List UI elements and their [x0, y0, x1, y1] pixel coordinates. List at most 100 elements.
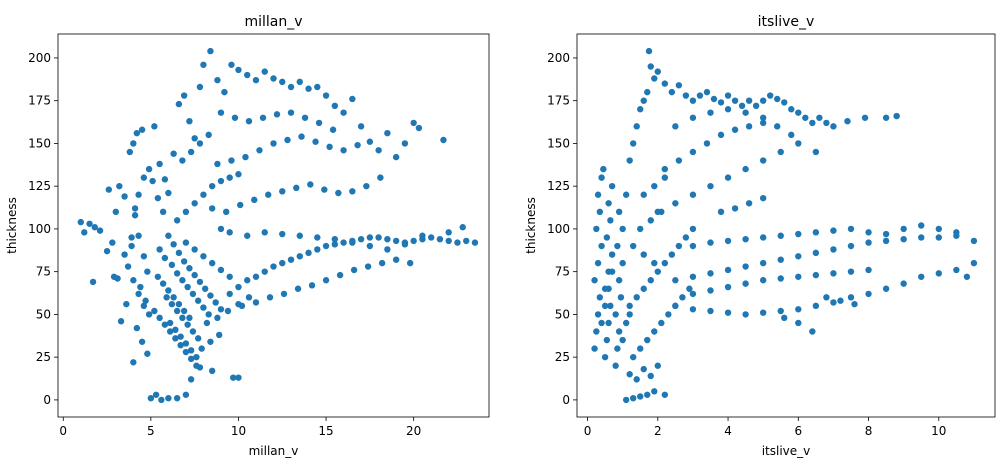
scatter-point [882, 114, 890, 121]
scatter-point [795, 273, 802, 280]
scatter-point [350, 266, 358, 274]
scatter-point [598, 174, 605, 181]
scatter-point [301, 114, 309, 121]
scatter-point [696, 92, 704, 99]
scatter-point [630, 353, 637, 361]
scatter-point [795, 140, 802, 147]
scatter-point [349, 95, 356, 103]
scatter-point [738, 102, 746, 110]
scatter-point [214, 314, 221, 322]
scatter-point [186, 265, 193, 272]
scatter-point [305, 85, 312, 92]
scatter-panel-millan: 0 5 10 15 200255075100125150175200millan_vmi… [5, 14, 490, 458]
scatter-point [305, 249, 312, 257]
scatter-point [640, 191, 647, 198]
scatter-point [851, 300, 858, 308]
scatter-point [191, 271, 198, 279]
scatter-point [717, 208, 725, 216]
scatter-point [679, 294, 686, 301]
y-axis-label: thickness [524, 197, 538, 254]
scatter-point [661, 80, 669, 87]
scatter-point [471, 239, 479, 246]
scatter-point [86, 220, 93, 227]
scatter-point [140, 302, 148, 310]
scatter-point [392, 237, 400, 245]
scatter-point [270, 263, 277, 270]
scatter-point [626, 371, 633, 378]
scatter-point [228, 157, 235, 164]
scatter-point [795, 109, 802, 116]
scatter-point [637, 225, 644, 233]
scatter-point [235, 374, 242, 381]
scatter-point [445, 237, 452, 245]
scatter-point [228, 61, 235, 68]
scatter-point [605, 319, 612, 327]
scatter-point [777, 148, 784, 156]
scatter-point [172, 326, 179, 333]
y-tick-label: 175 [28, 94, 51, 108]
scatter-point [759, 259, 767, 267]
scatter-point [121, 251, 128, 258]
scatter-point [244, 232, 251, 239]
scatter-point [312, 138, 319, 145]
scatter-point [615, 277, 623, 284]
y-tick-label: 75 [555, 265, 570, 279]
scatter-point [809, 119, 816, 127]
scatter-point [935, 225, 942, 233]
scatter-point [651, 182, 658, 190]
scatter-point [651, 388, 658, 395]
scatter-point [173, 217, 181, 224]
scatter-point [668, 88, 676, 96]
scatter-point [161, 176, 169, 183]
scatter-point [354, 141, 361, 149]
plot-frame [576, 33, 996, 418]
scatter-point [619, 336, 626, 344]
scatter-point [140, 174, 148, 181]
scatter-point [640, 365, 647, 373]
scatter-point [593, 328, 600, 335]
scatter-point [168, 261, 176, 269]
scatter-point [865, 229, 872, 236]
scatter-point [161, 321, 169, 328]
scatter-point [392, 153, 400, 161]
scatter-point [795, 230, 802, 238]
scatter-point [340, 239, 347, 246]
scatter-point [235, 66, 242, 74]
scatter-point [235, 171, 242, 178]
scatter-point [630, 140, 637, 147]
scatter-point [392, 256, 400, 263]
scatter-point [326, 143, 333, 151]
scatter-point [647, 63, 654, 70]
scatter-point [724, 283, 732, 291]
scatter-point [131, 205, 139, 212]
scatter-point [882, 285, 890, 292]
scatter-point [138, 338, 146, 345]
scatter-point [882, 230, 890, 238]
scatter-point [265, 191, 272, 198]
scatter-point [759, 114, 767, 121]
scatter-point [637, 345, 644, 352]
scatter-point [622, 191, 630, 198]
scatter-point [633, 294, 640, 301]
scatter-point [256, 147, 263, 154]
scatter-point [689, 191, 697, 198]
scatter-point [142, 297, 149, 304]
scatter-point [703, 88, 711, 96]
scatter-point [147, 394, 155, 402]
scatter-point [812, 249, 820, 257]
scatter-point [208, 205, 216, 212]
scatter-point [231, 114, 239, 121]
scatter-point [173, 394, 181, 402]
scatter-point [201, 285, 209, 292]
scatter-point [596, 294, 604, 301]
scatter-point [637, 393, 644, 400]
scatter-point [203, 319, 211, 327]
scatter-point [788, 106, 795, 113]
scatter-point [242, 153, 249, 161]
scatter-point [619, 259, 626, 267]
scatter-point [608, 268, 616, 275]
scatter-point [166, 328, 174, 335]
scatter-point [707, 182, 714, 190]
scatter-point [378, 259, 386, 267]
scatter-point [593, 225, 600, 233]
